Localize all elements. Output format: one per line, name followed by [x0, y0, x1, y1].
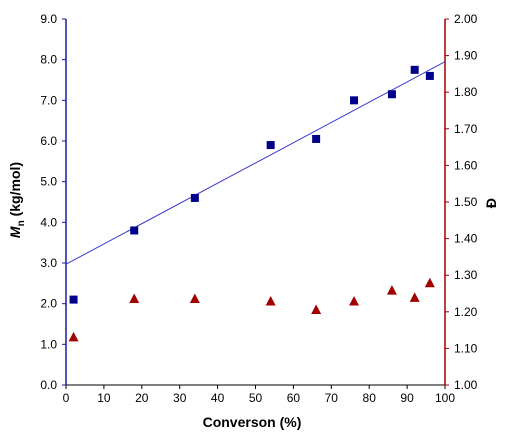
dispersity-triangle-point	[424, 277, 435, 288]
dispersity-triangle-point	[129, 293, 140, 303]
y-right-tick-label: 1.30	[454, 268, 478, 282]
y-right-tick-label: 1.50	[454, 195, 478, 209]
x-tick-label: 80	[363, 391, 377, 405]
x-tick-label: 30	[173, 391, 187, 405]
y-right-tick-label: 1.40	[454, 232, 478, 246]
x-tick-label: 90	[400, 391, 414, 405]
dispersity-triangle-point	[311, 304, 322, 314]
dispersity-triangle-point	[68, 331, 79, 342]
x-tick-label: 100	[435, 391, 455, 405]
y-left-axis-title-rest: (kg/mol)	[7, 162, 23, 220]
x-tick-label: 40	[211, 391, 225, 405]
y-right-tick-label: 1.00	[454, 378, 478, 392]
y-left-tick-label: 8.0	[40, 53, 57, 67]
y-left-axis-title-main: M	[7, 226, 23, 238]
y-right-tick-label: 1.20	[454, 305, 478, 319]
dispersity-triangle-point	[386, 285, 397, 295]
y-right-tick-label: 1.10	[454, 341, 478, 355]
mn-square-point	[190, 193, 199, 202]
ticks-layer: 0 10 20 30 40 50 60 70 80 90 100 0.0 1.0 2.0 3.0 4.0 5.0…	[40, 12, 477, 405]
mn-square-point	[410, 65, 419, 74]
mn-square-point	[387, 90, 396, 99]
y-left-tick-label: 9.0	[40, 12, 57, 26]
y-left-tick-label: 4.0	[40, 215, 57, 229]
y-left-tick-label: 1.0	[40, 337, 57, 351]
y-left-tick-label: 0.0	[40, 378, 57, 392]
mn-square-point	[350, 96, 359, 105]
y-left-tick-label: 6.0	[40, 134, 57, 148]
dispersity-triangle-point	[409, 292, 420, 302]
mn-square-point	[266, 141, 275, 150]
y-left-tick-label: 3.0	[40, 256, 57, 270]
mn-square-point	[425, 71, 434, 80]
y-right-tick-label: 1.70	[454, 122, 478, 136]
x-tick-label: 70	[325, 391, 339, 405]
mn-square-point	[130, 226, 139, 235]
axes-layer	[65, 19, 446, 386]
y-left-tick-label: 5.0	[40, 175, 57, 189]
points-layer	[68, 65, 435, 342]
y-left-tick-label: 7.0	[40, 93, 57, 107]
y-right-tick-label: 2.00	[454, 12, 478, 26]
y-right-tick-label: 1.90	[454, 49, 478, 63]
x-tick-label: 50	[249, 391, 263, 405]
y-left-tick-label: 2.0	[40, 297, 57, 311]
dispersity-triangle-point	[189, 293, 200, 303]
x-tick-label: 60	[287, 391, 301, 405]
y-right-axis-title: Đ	[483, 198, 499, 208]
y-right-tick-label: 1.60	[454, 158, 478, 172]
y-left-axis-title-sub: n	[16, 220, 27, 226]
x-tick-label: 20	[135, 391, 149, 405]
mn-square-point	[69, 295, 78, 304]
y-right-tick-label: 1.80	[454, 85, 478, 99]
dispersity-triangle-point	[349, 296, 360, 306]
x-axis-title: Converson (%)	[203, 414, 302, 430]
mn-fit-line	[65, 61, 446, 265]
fit-line-layer	[65, 61, 446, 265]
mn-square-point	[312, 134, 321, 143]
x-tick-label: 10	[97, 391, 111, 405]
x-tick-label: 0	[63, 391, 70, 405]
dispersity-triangle-point	[265, 296, 276, 306]
y-left-axis-title: Mn (kg/mol)	[7, 162, 27, 238]
